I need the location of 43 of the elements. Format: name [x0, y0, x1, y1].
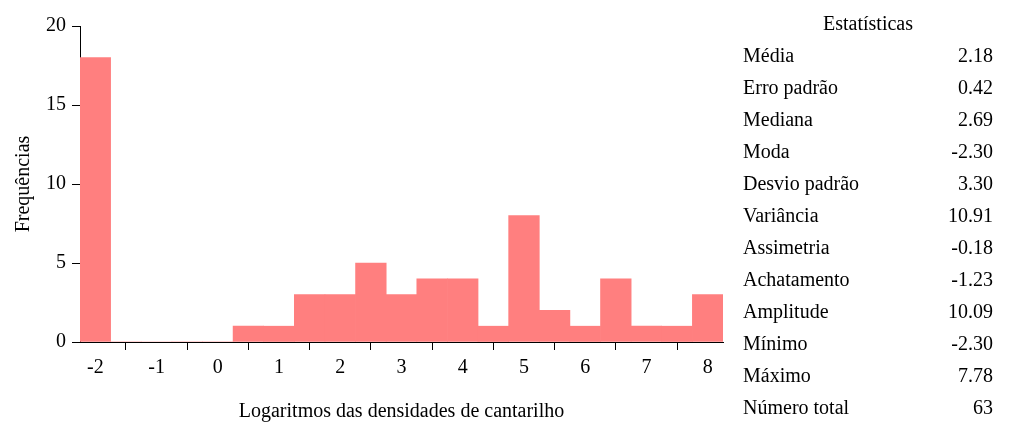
y-tick-label: 15	[46, 92, 66, 115]
text: Estatísticas	[822, 12, 914, 35]
x-tick-label: 0	[212, 355, 223, 378]
category-label: Achatamento	[743, 267, 850, 292]
x-tick-label: 4	[457, 355, 468, 378]
x-tick-label: 1	[274, 355, 285, 378]
y-tick-label: 20	[46, 13, 66, 36]
x-tick-label: 3	[396, 355, 407, 378]
y-tick-label: 0	[56, 329, 66, 352]
text: 63	[973, 396, 993, 418]
text: 0.42	[958, 76, 993, 98]
category-label: Mínimo	[743, 331, 808, 356]
category-label: Desvio padrão	[743, 171, 860, 197]
text: 2.69	[958, 108, 993, 130]
category-label: Mediana	[743, 107, 813, 132]
x-tick-label: 8	[702, 355, 713, 378]
x-tick-label: 5	[518, 355, 529, 378]
y-tick-label: 10	[46, 171, 66, 194]
x-tick-label: 2	[335, 355, 346, 378]
text: 10.09	[948, 300, 993, 322]
category-label: Máximo	[743, 363, 811, 388]
y-tick-label: 5	[56, 250, 66, 273]
x-axis-title: Logaritmos das densidades de cantarilho	[238, 399, 565, 423]
category-label: Assimetria	[743, 235, 830, 260]
y-axis-title: Frequências	[11, 135, 35, 233]
x-tick-label: 7	[641, 355, 652, 378]
category-label: Erro padrão	[743, 75, 838, 101]
text: -2.30	[951, 140, 993, 162]
category-label: Média	[743, 43, 795, 68]
x-tick-label: -1	[148, 355, 165, 378]
text: 2.18	[958, 44, 993, 66]
x-tick-label: -2	[86, 355, 104, 378]
text: 3.30	[958, 172, 993, 194]
category-label: Número total	[743, 395, 850, 420]
category-label: Variância	[743, 203, 819, 228]
text: -1.23	[951, 268, 993, 290]
category-label: Amplitude	[743, 299, 829, 325]
text: 10.91	[948, 204, 993, 226]
text: 7.78	[958, 364, 993, 386]
text: -2.30	[951, 332, 993, 354]
x-tick-label: 6	[580, 355, 591, 378]
text: -0.18	[951, 236, 993, 258]
category-label: Moda	[743, 139, 790, 164]
